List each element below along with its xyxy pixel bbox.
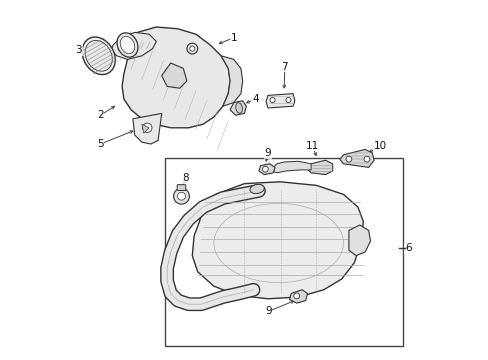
Circle shape <box>142 123 152 132</box>
Polygon shape <box>273 161 310 173</box>
Text: 9: 9 <box>264 306 271 316</box>
Text: 9: 9 <box>264 148 271 158</box>
Circle shape <box>363 156 369 162</box>
Polygon shape <box>221 56 242 106</box>
Polygon shape <box>142 124 149 133</box>
Text: 4: 4 <box>251 94 258 104</box>
Polygon shape <box>307 160 332 175</box>
Text: 1: 1 <box>230 33 237 43</box>
Circle shape <box>173 188 189 204</box>
Text: 5: 5 <box>97 139 103 149</box>
Ellipse shape <box>82 37 115 75</box>
Polygon shape <box>162 63 186 88</box>
Text: 3: 3 <box>76 45 82 55</box>
Bar <box>165 158 402 346</box>
Polygon shape <box>122 27 230 128</box>
Polygon shape <box>265 94 294 108</box>
Ellipse shape <box>120 36 135 54</box>
Text: 6: 6 <box>404 243 411 253</box>
Circle shape <box>269 98 275 103</box>
Circle shape <box>285 98 290 103</box>
Polygon shape <box>258 164 275 175</box>
Circle shape <box>186 43 197 54</box>
Polygon shape <box>192 182 363 299</box>
Polygon shape <box>133 113 162 144</box>
Ellipse shape <box>249 184 264 194</box>
Ellipse shape <box>117 33 138 57</box>
Polygon shape <box>111 32 156 59</box>
Ellipse shape <box>85 40 112 71</box>
Circle shape <box>177 192 185 200</box>
Circle shape <box>346 156 351 162</box>
Text: 2: 2 <box>97 110 103 120</box>
Circle shape <box>293 293 299 299</box>
Circle shape <box>262 166 268 172</box>
Text: 11: 11 <box>305 141 318 151</box>
Polygon shape <box>230 101 246 115</box>
Polygon shape <box>348 225 370 256</box>
Text: 10: 10 <box>373 141 386 151</box>
FancyBboxPatch shape <box>177 185 185 190</box>
Polygon shape <box>339 149 373 167</box>
Circle shape <box>189 46 194 51</box>
Text: 8: 8 <box>182 173 188 183</box>
Ellipse shape <box>235 103 242 113</box>
Polygon shape <box>289 290 307 303</box>
Text: 7: 7 <box>281 62 287 72</box>
